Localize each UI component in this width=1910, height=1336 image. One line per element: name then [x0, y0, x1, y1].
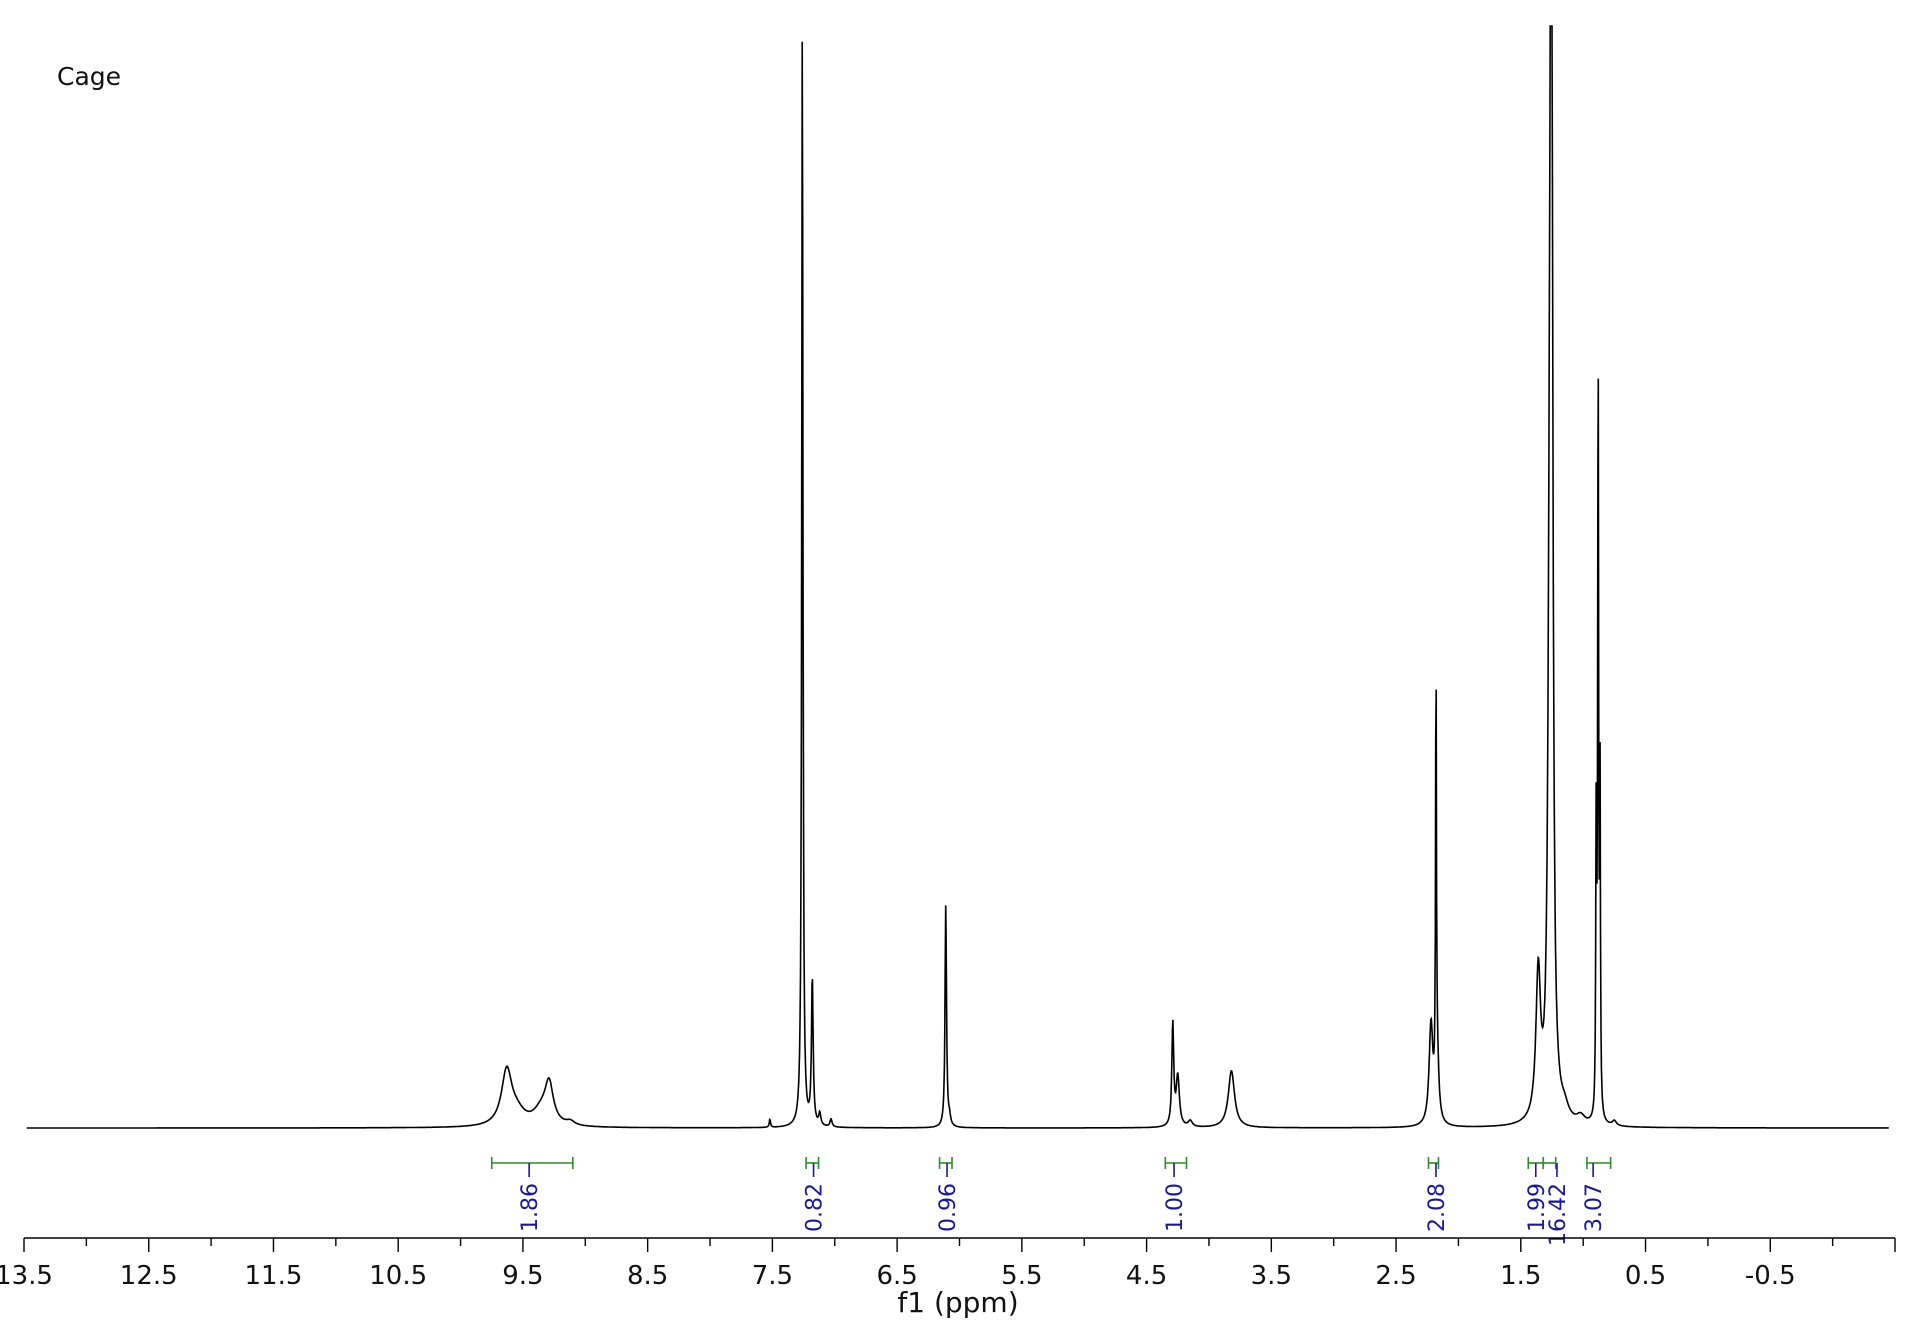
- integral-value-label: 3.07: [1582, 1183, 1607, 1232]
- x-tick-label: 12.5: [120, 1261, 178, 1291]
- integral-value-label: 1.86: [518, 1183, 543, 1232]
- x-tick-label: 3.5: [1251, 1261, 1292, 1291]
- chart-title: Cage: [57, 62, 121, 91]
- integral-value-label: 0.96: [936, 1183, 961, 1232]
- integral-value-label: 0.82: [803, 1183, 828, 1232]
- x-tick-label: 5.5: [1001, 1261, 1042, 1291]
- x-tick-label: 8.5: [627, 1261, 668, 1291]
- integral-value-label: 1.99: [1525, 1183, 1550, 1232]
- integral-value-label: 1.00: [1163, 1183, 1188, 1232]
- x-tick-label: 9.5: [502, 1261, 543, 1291]
- x-axis-label: f1 (ppm): [897, 1286, 1018, 1319]
- x-tick-label: 2.5: [1375, 1261, 1416, 1291]
- x-tick-label: -0.5: [1745, 1261, 1796, 1291]
- x-tick-label: 13.5: [0, 1261, 53, 1291]
- x-tick-label: 6.5: [876, 1261, 917, 1291]
- x-tick-label: 1.5: [1500, 1261, 1541, 1291]
- integral-value-label: 16.42: [1546, 1183, 1571, 1246]
- integral-value-label: 2.08: [1425, 1183, 1450, 1232]
- x-tick-label: 7.5: [752, 1261, 793, 1291]
- x-tick-label: 0.5: [1625, 1261, 1666, 1291]
- x-tick-label: 4.5: [1126, 1261, 1167, 1291]
- x-tick-label: 11.5: [245, 1261, 303, 1291]
- spectrum-series-line: [26, 25, 1889, 1129]
- x-tick-label: 10.5: [369, 1261, 427, 1291]
- x-axis-ticks: 13.5 12.5 11.5 10.5 9.5 8.5 7.5 6.5 5.5 4.5 3.5 2.5…: [0, 1238, 1896, 1291]
